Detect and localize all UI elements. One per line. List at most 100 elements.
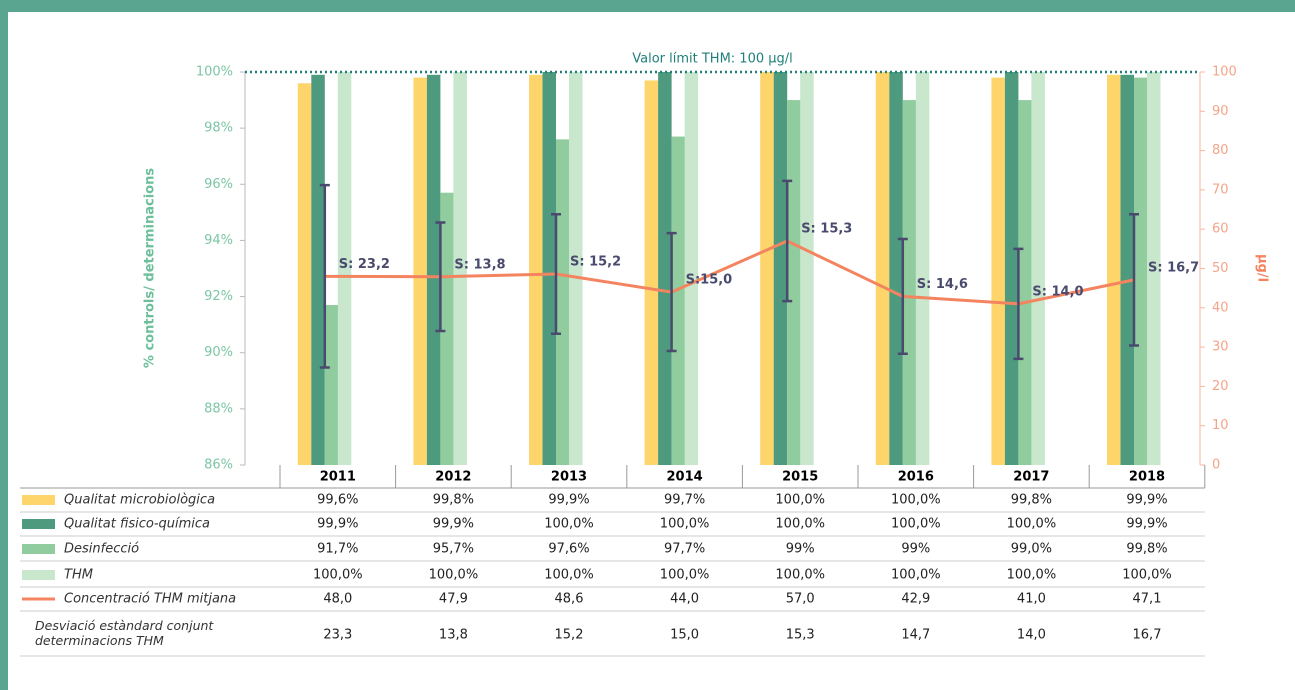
bar	[1134, 77, 1148, 465]
table-cell: 100,0%	[660, 568, 710, 583]
legend-swatch	[22, 544, 55, 554]
limit-label: Valor límit THM: 100 µg/l	[632, 52, 793, 67]
y-tick-label: 90%	[204, 345, 233, 360]
error-bar	[319, 183, 330, 369]
y2-tick-label: 60	[1212, 222, 1229, 237]
bar	[1004, 72, 1019, 465]
x-tick-label: 2016	[898, 470, 934, 485]
table-cell: 91,7%	[317, 542, 358, 557]
y2-tick-label: 70	[1212, 182, 1229, 197]
table-cell: 97,6%	[548, 542, 589, 557]
y-tick-label: 96%	[204, 177, 233, 192]
error-label: S: 14,6	[917, 277, 968, 292]
table-cell: 99,9%	[548, 493, 589, 508]
bar	[542, 72, 556, 465]
y2-tick-label: 30	[1212, 340, 1229, 355]
table-cell: 100,0%	[775, 517, 825, 532]
error-bar	[897, 237, 908, 356]
y-axis-label: % controls/ determinacions	[143, 168, 158, 368]
bar	[1107, 74, 1121, 466]
y2-tick-label: 10	[1212, 418, 1229, 433]
table-cell: 48,6	[555, 592, 584, 607]
table-cell: 99,0%	[1011, 542, 1052, 557]
legend-swatch	[22, 519, 55, 529]
table-cell: 15,0	[670, 628, 699, 643]
y-tick-label: 86%	[204, 458, 233, 473]
table-cell: 14,7	[901, 628, 930, 643]
table-cell: 99,6%	[317, 493, 358, 508]
bar	[760, 72, 774, 465]
table-cell: 99,9%	[1126, 517, 1167, 532]
table-cell: 47,9	[439, 592, 468, 607]
error-label: S: 13,8	[454, 257, 505, 272]
bar	[337, 72, 352, 465]
bar	[297, 83, 312, 465]
y-tick-label: 92%	[204, 289, 233, 304]
x-tick-label: 2013	[551, 470, 587, 485]
table-cell: 44,0	[670, 592, 699, 607]
table-cell: 99,9%	[1126, 493, 1167, 508]
table-cell: 100,0%	[1122, 568, 1172, 583]
table-cell: 100,0%	[313, 568, 363, 583]
table-cell: 100,0%	[1007, 517, 1057, 532]
y2-tick-label: 90	[1212, 104, 1229, 119]
table-cell: 57,0	[786, 592, 815, 607]
bar	[902, 100, 917, 466]
table-cell: 100,0%	[891, 517, 941, 532]
table-cell: 99,7%	[664, 493, 705, 508]
table-cell: 95,7%	[433, 542, 474, 557]
table-cell: 100,0%	[775, 568, 825, 583]
table-cell: 16,7	[1133, 628, 1162, 643]
error-bar	[551, 213, 561, 335]
table-cell: 100,0%	[891, 568, 941, 583]
y2-tick-label: 50	[1212, 261, 1229, 276]
bar	[569, 72, 583, 465]
bar	[529, 74, 543, 466]
error-bar	[435, 221, 446, 333]
legend-label: THM	[64, 568, 93, 583]
table-cell: 100,0%	[891, 493, 941, 508]
x-tick-label: 2015	[782, 470, 818, 485]
bar	[1018, 100, 1032, 466]
table-cell: 100,0%	[1007, 568, 1057, 583]
bar	[991, 77, 1005, 465]
table-cell: 15,3	[786, 628, 815, 643]
legend-label: Concentració THM mitjana	[64, 592, 236, 607]
bar	[787, 100, 801, 466]
bar	[658, 72, 672, 465]
table-cell: 99,8%	[1011, 493, 1052, 508]
error-label: S: 15,2	[570, 255, 621, 270]
error-label: S: 15,3	[801, 221, 852, 236]
x-tick-label: 2017	[1013, 470, 1049, 485]
table-cell: 100,0%	[544, 517, 594, 532]
x-tick-label: 2012	[435, 470, 471, 485]
table-cell: 23,3	[323, 628, 352, 643]
table-cell: 42,9	[901, 592, 930, 607]
y2-tick-label: 80	[1212, 143, 1229, 158]
bar	[800, 72, 814, 465]
bar	[1147, 72, 1161, 465]
error-bar	[782, 179, 793, 303]
table-cell: 100,0%	[544, 568, 594, 583]
table-cell: 15,2	[555, 628, 584, 643]
y-tick-label: 94%	[204, 233, 233, 248]
table-cell: 100,0%	[775, 493, 825, 508]
table-cell: 48,0	[323, 592, 352, 607]
table-cell: 47,1	[1133, 592, 1162, 607]
legend-label: Qualitat fisico-química	[64, 517, 210, 532]
bar	[556, 139, 570, 465]
y2-tick-label: 100	[1212, 65, 1237, 80]
bar	[684, 72, 699, 465]
table-cell: 99,9%	[317, 517, 358, 532]
y2-tick-label: 40	[1212, 300, 1229, 315]
table-cell: 99,8%	[433, 493, 474, 508]
std-dev-row-name: Desviació estàndard conjunt determinacio…	[35, 618, 214, 648]
bar	[915, 72, 930, 465]
legend-swatch	[22, 495, 55, 505]
bar	[426, 74, 441, 466]
bar	[773, 72, 788, 465]
table-cell: 97,7%	[664, 542, 705, 557]
table-cell: 100,0%	[429, 568, 479, 583]
